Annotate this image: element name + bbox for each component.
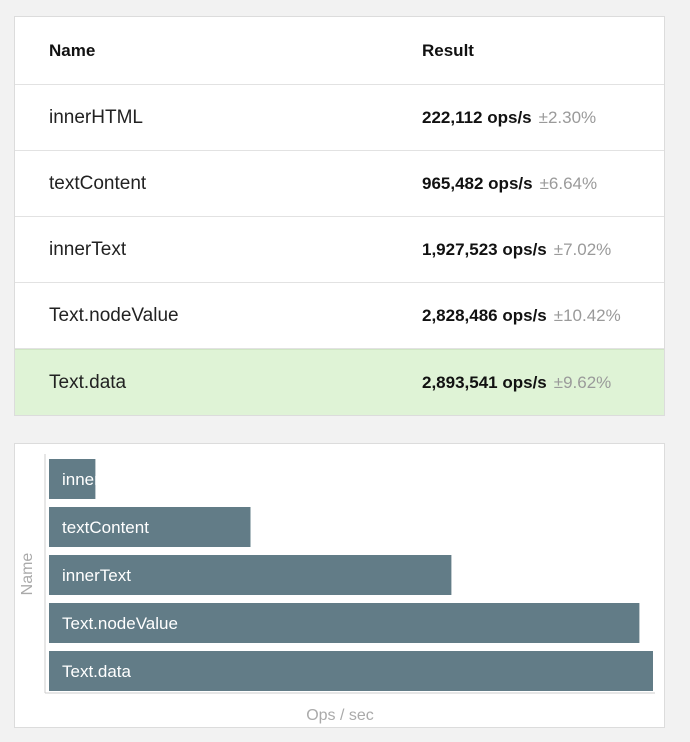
bar-label: Text.data [62,662,132,681]
bar-label: textContent [62,518,149,537]
table-row: innerHTML 222,112 ops/s ±2.30% [15,85,664,151]
test-name: innerHTML [49,106,143,128]
relative-margin-of-error: ±6.64% [539,173,598,193]
table-row: textContent 965,482 ops/s ±6.64% [15,151,664,217]
column-header-result: Result [422,40,474,60]
test-result: 1,927,523 ops/s ±7.02% [422,217,611,282]
bar-chart: Name Ops / sec innerHTMLtextContentinner… [19,454,655,724]
column-header-name: Name [49,40,96,60]
relative-margin-of-error: ±2.30% [538,107,597,127]
table-row-fastest: Text.data 2,893,541 ops/s ±9.62% [15,349,664,415]
test-result: 2,828,486 ops/s ±10.42% [422,283,621,348]
bar-label: Text.nodeValue [62,614,178,633]
ops-per-second: 1,927,523 ops/s [422,239,547,259]
bar-series: innerHTML textContent innerText Text.nodeVa… [49,459,653,691]
test-name: innerText [49,238,127,260]
relative-margin-of-error: ±10.42% [553,305,621,325]
y-axis-title: Name [19,553,36,596]
ops-per-second: 222,112 ops/s [422,107,532,127]
table-header-row: Name Result [15,17,664,85]
x-axis-title: Ops / sec [306,707,374,724]
bar-label: innerText [62,566,131,585]
results-chart: Name Ops / sec innerHTML textContent inner… [14,443,665,728]
bar [49,651,653,691]
bar-label: innerHTML [62,470,146,489]
bar [49,603,640,643]
test-result: 965,482 ops/s ±6.64% [422,151,597,216]
ops-per-second: 2,893,541 ops/s [422,372,547,392]
table-row: innerText 1,927,523 ops/s ±7.02% [15,217,664,283]
relative-margin-of-error: ±9.62% [553,372,612,392]
bar [49,555,452,595]
ops-per-second: 2,828,486 ops/s [422,305,547,325]
relative-margin-of-error: ±7.02% [553,239,612,259]
test-name: Text.data [49,371,127,393]
results-table: Name Result innerHTML 222,112 ops/s ±2.3… [14,16,665,416]
table-row: Text.nodeValue 2,828,486 ops/s ±10.42% [15,283,664,349]
ops-per-second: 965,482 ops/s [422,173,533,193]
bar [49,459,96,499]
test-result: 2,893,541 ops/s ±9.62% [422,350,611,415]
test-result: 222,112 ops/s ±2.30% [422,85,596,150]
test-name: Text.nodeValue [49,304,179,326]
test-name: textContent [49,172,147,194]
bar [49,507,251,547]
